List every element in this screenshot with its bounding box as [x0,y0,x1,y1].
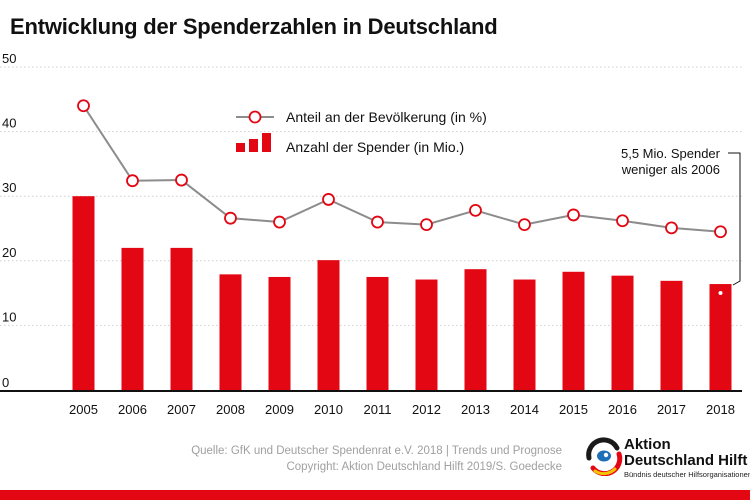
marker-2005 [77,99,90,113]
x-tick-label: 2017 [657,402,686,417]
annotation-dot [718,291,723,295]
annotation: 5,5 Mio. Spender weniger als 2006 [621,146,741,295]
copyright-line: Copyright: Aktion Deutschland Hilft 2019… [286,461,562,473]
x-tick-label: 2009 [265,402,294,417]
source-credits: Quelle: GfK und Deutscher Spendenrat e.V… [191,443,562,475]
line-series [77,99,727,239]
bar-2009 [268,276,291,390]
chart-title: Entwicklung der Spenderzahlen in Deutsch… [10,14,498,39]
x-tick-label: 2012 [412,402,441,417]
bar-2011 [366,276,389,390]
marker-2018 [714,225,727,239]
bar-2005 [72,196,95,390]
marker-2009 [273,215,286,229]
legend-label-percent: Anteil an der Bevölkerung (in %) [286,109,487,125]
logo-text-line2: Deutschland Hilft [624,452,748,469]
bottom-brand-bar [0,490,750,500]
bar-2006 [121,247,144,390]
x-tick-label: 2005 [69,402,98,417]
logo-swirl-icon [586,437,623,476]
legend-bar-swatch-2 [249,139,258,152]
bar-2016 [611,275,634,390]
y-tick-label: 0 [2,375,9,390]
marker-2010 [322,193,335,206]
x-tick-label: 2016 [608,402,637,417]
legend: Anteil an der Bevölkerung (in %) Anzahl … [236,109,487,155]
marker-2012 [420,218,433,232]
bar-2018 [709,284,732,390]
marker-2017 [665,221,678,235]
bar-2010 [317,260,340,390]
x-tick-label: 2006 [118,402,147,417]
logo-text-line1: Aktion [624,436,671,453]
logo: Aktion Deutschland Hilft Bündnis deutsch… [584,434,750,484]
y-tick-label: 50 [2,51,16,66]
x-axis-ticks: 2005 2006 2007 2008 2009 2010 2011 2012 2013 2014… [69,402,735,417]
bar-2008 [219,274,242,390]
x-tick-label: 2018 [706,402,735,417]
y-axis-ticks: 50 40 30 20 10 0 [2,51,16,390]
x-tick-label: 2011 [364,402,392,417]
marker-2013 [469,204,482,217]
bar-2015 [562,271,585,390]
logo-tagline: Bündnis deutscher Hilfsorganisationen [624,470,750,479]
legend-bar-swatch-3 [262,133,271,152]
bar-2012 [415,279,438,390]
bar-series [72,196,732,390]
marker-2007 [175,173,188,187]
y-tick-label: 20 [2,245,16,260]
marker-2015 [567,208,580,222]
x-tick-label: 2014 [510,402,539,417]
y-tick-label: 40 [2,116,16,131]
x-tick-label: 2015 [559,402,588,417]
annotation-text-line1: 5,5 Mio. Spender [621,146,721,161]
annotation-text-line2: weniger als 2006 [621,162,720,177]
bar-2017 [660,280,683,390]
x-tick-label: 2008 [216,402,245,417]
percent-line [82,105,721,233]
x-tick-label: 2007 [167,402,196,417]
annotation-bracket [728,152,741,286]
legend-marker-swatch [248,110,262,124]
marker-2006 [126,174,139,188]
y-tick-label: 30 [2,180,16,195]
marker-2008 [224,211,237,225]
x-tick-label: 2013 [461,402,490,417]
legend-label-donors: Anzahl der Spender (in Mio.) [286,139,464,155]
y-tick-label: 10 [2,309,16,324]
marker-2014 [518,218,531,232]
bar-2013 [464,269,487,390]
marker-2011 [371,215,384,229]
bar-2007 [170,247,193,390]
bar-2014 [513,279,536,390]
x-tick-label: 2010 [314,402,343,417]
marker-2016 [616,214,629,228]
legend-bar-swatch-1 [236,143,245,152]
source-line: Quelle: GfK und Deutscher Spendenrat e.V… [191,445,562,457]
